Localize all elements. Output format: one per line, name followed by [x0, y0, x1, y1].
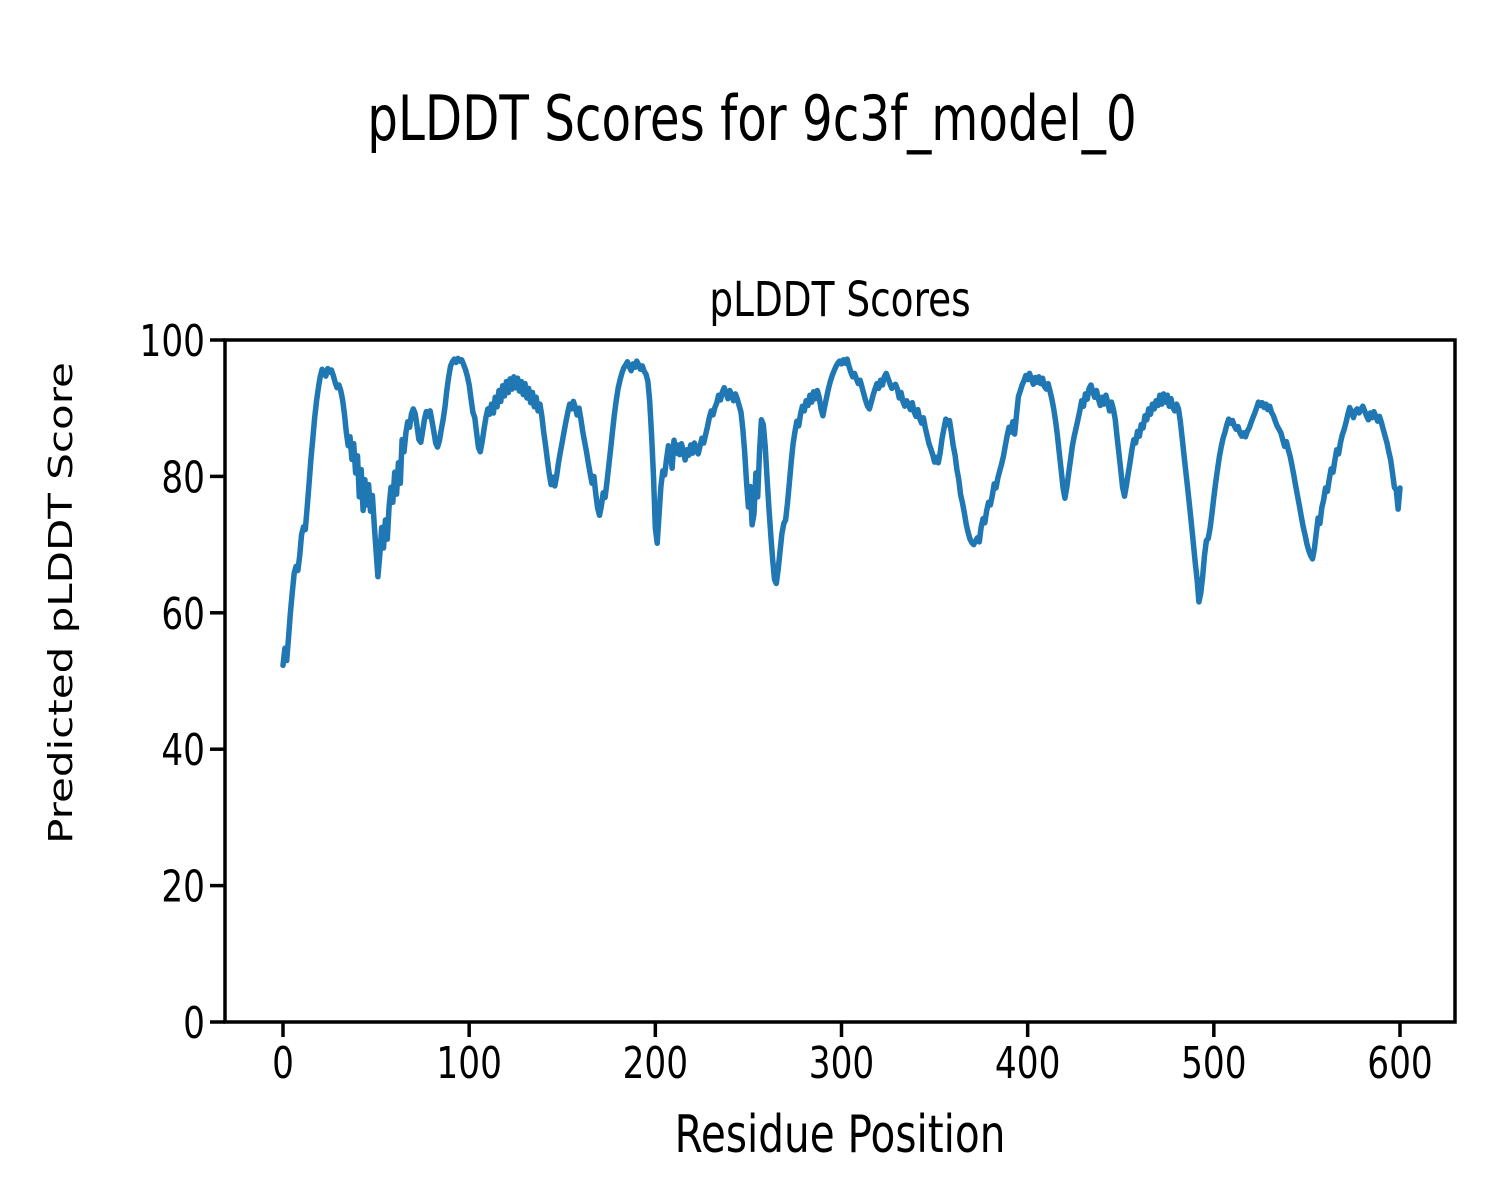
y-tick-label: 100: [140, 316, 205, 367]
x-tick-label: 600: [1367, 1038, 1432, 1089]
x-tick-label: 400: [995, 1038, 1060, 1089]
x-tick-label: 500: [1181, 1038, 1246, 1089]
y-tick-label: 0: [183, 998, 205, 1049]
y-tick-labels: 0 20 40 60 80 100: [140, 316, 205, 1049]
x-tick-label: 100: [436, 1038, 501, 1089]
x-tick-marks: [281, 1022, 1402, 1037]
y-tick-label: 20: [161, 861, 205, 912]
x-tick-label: 200: [623, 1038, 688, 1089]
y-tick-label: 60: [161, 589, 205, 640]
y-tick-marks: [210, 338, 225, 1024]
x-tick-label: 300: [809, 1038, 874, 1089]
axes-title: pLDDT Scores: [709, 273, 970, 329]
x-tick-label: 0: [272, 1038, 294, 1089]
x-tick-labels: 0 100 200 300 400 500 600: [272, 1038, 1433, 1089]
figure-suptitle: pLDDT Scores for 9c3f_model_0: [367, 83, 1136, 155]
plddt-line: [280, 355, 1403, 669]
y-tick-label: 40: [161, 725, 205, 776]
plot-frame: [223, 338, 1457, 1024]
y-tick-label: 80: [161, 452, 205, 503]
x-axis-label: Residue Position: [675, 1104, 1006, 1164]
y-axis-label: Predicted pLDDT Score: [42, 362, 80, 844]
